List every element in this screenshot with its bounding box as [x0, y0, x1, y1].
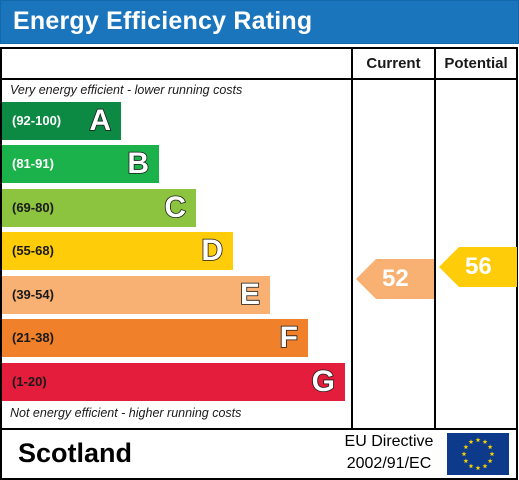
- eu-star-icon: [463, 444, 469, 450]
- directive-line-1: EU Directive: [344, 433, 434, 450]
- eu-flag-icon: [447, 433, 509, 475]
- band-letter: F: [279, 320, 299, 355]
- arrow-shape: [439, 247, 517, 287]
- band-letter: C: [164, 190, 187, 225]
- band-range: (55-68): [12, 243, 54, 258]
- eu-star-icon: [475, 465, 481, 471]
- arrow-shape: [356, 259, 434, 299]
- eu-star-icon: [489, 451, 495, 457]
- current-rating-value: 52: [382, 265, 409, 292]
- eu-star-icon: [461, 451, 467, 457]
- top-note: Very energy efficient - lower running co…: [10, 83, 243, 97]
- chart-title: Energy Efficiency Rating: [13, 7, 313, 35]
- eu-star-icon: [487, 458, 493, 464]
- band-letter: D: [201, 233, 224, 268]
- band-range: (69-80): [12, 200, 54, 215]
- eu-stars-icon: [461, 437, 495, 471]
- eu-star-icon: [468, 439, 474, 444]
- band-letter: A: [89, 103, 112, 138]
- band-range: (92-100): [12, 113, 62, 128]
- band-range: (39-54): [12, 287, 54, 302]
- eu-star-icon: [482, 439, 488, 444]
- band-range: (1-20): [12, 374, 47, 389]
- band-a: (92-100) A: [2, 102, 121, 140]
- band-letter: B: [127, 146, 150, 181]
- band-range: (81-91): [12, 156, 54, 171]
- footer-divider: [0, 428, 518, 430]
- country-label: Scotland: [18, 438, 133, 468]
- band-e: (39-54) E: [2, 276, 270, 314]
- header-divider: [0, 78, 518, 80]
- current-rating-arrow: 52: [356, 259, 434, 299]
- title-bar: Energy Efficiency Rating: [0, 0, 519, 44]
- eu-star-icon: [463, 458, 469, 464]
- potential-column-divider: [434, 47, 436, 430]
- band-range: (21-38): [12, 330, 54, 345]
- eu-star-icon: [468, 463, 474, 469]
- potential-rating-arrow: 56: [439, 247, 517, 287]
- current-column-divider: [351, 47, 353, 430]
- band-f: (21-38) F: [2, 319, 308, 357]
- eu-star-icon: [487, 444, 493, 450]
- potential-column-header: Potential: [444, 55, 508, 72]
- eu-star-icon: [482, 463, 488, 469]
- bottom-note: Not energy efficient - higher running co…: [10, 406, 242, 420]
- band-d: (55-68) D: [2, 232, 233, 270]
- band-letter: E: [239, 277, 261, 312]
- eu-star-icon: [475, 437, 481, 443]
- potential-rating-value: 56: [465, 253, 492, 280]
- band-letter: G: [311, 364, 336, 399]
- band-g: (1-20) G: [2, 363, 345, 401]
- band-c: (69-80) C: [2, 189, 196, 227]
- current-column-header: Current: [366, 55, 421, 72]
- rating-frame: [0, 47, 518, 480]
- directive-line-2: 2002/91/EC: [346, 455, 432, 472]
- band-b: (81-91) B: [2, 145, 159, 183]
